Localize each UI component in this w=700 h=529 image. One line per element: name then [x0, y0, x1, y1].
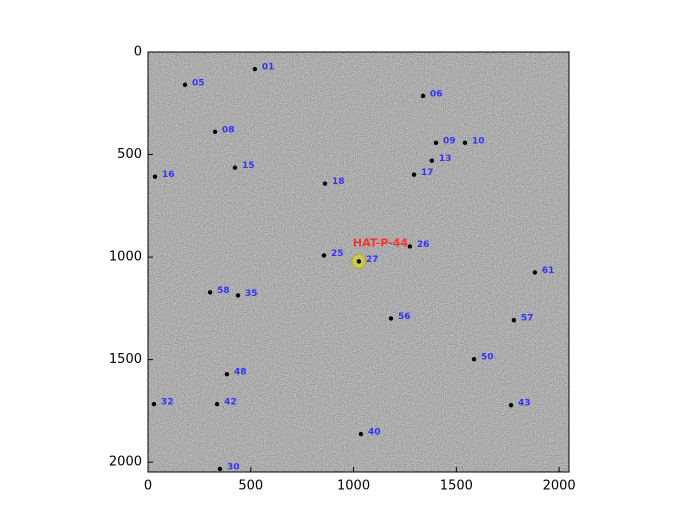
star: [411, 172, 417, 177]
star-label: 05: [192, 78, 205, 88]
y-tick-label: 1000: [109, 250, 142, 265]
star-label: 42: [224, 398, 237, 408]
star: [356, 259, 362, 264]
star-label: 18: [332, 177, 345, 187]
star-label: 57: [521, 314, 534, 324]
star-label: 25: [331, 249, 344, 259]
star-label: 06: [430, 89, 443, 99]
star-label: 10: [472, 136, 485, 146]
star-label: 61: [542, 266, 555, 276]
star: [508, 402, 514, 408]
highlight-label: HAT-P-44: [353, 236, 408, 249]
x-tick-label: 1500: [440, 479, 473, 494]
star-label: 01: [262, 63, 275, 73]
star-label: 40: [368, 428, 381, 438]
star: [235, 293, 241, 298]
star: [532, 270, 538, 275]
star-label: 26: [417, 240, 430, 250]
star: [471, 357, 477, 362]
y-tick-label: 2000: [109, 455, 142, 470]
star: [151, 401, 157, 407]
star-label: 35: [245, 289, 258, 299]
frame: [147, 51, 570, 473]
star-label: 08: [222, 125, 235, 135]
star-label: 17: [421, 168, 434, 178]
star: [214, 401, 220, 407]
star: [182, 82, 188, 88]
star: [212, 129, 218, 134]
star-label: 48: [234, 368, 247, 378]
star: [388, 316, 394, 321]
x-tick-label: 0: [144, 479, 152, 494]
x-tick-label: 500: [238, 479, 263, 494]
star: [433, 140, 439, 146]
x-tick-label: 2000: [543, 479, 576, 494]
star-label: 50: [481, 353, 494, 363]
star: [152, 174, 158, 179]
x-tick-label: 1000: [337, 479, 370, 494]
y-tick-label: 0: [134, 45, 142, 60]
star-label: 32: [161, 398, 174, 408]
star: [321, 253, 327, 258]
star: [420, 93, 426, 99]
star: [224, 371, 230, 377]
star-label: 16: [162, 170, 175, 180]
star-label: 13: [439, 154, 452, 164]
star-label: 43: [518, 399, 531, 409]
star: [462, 140, 468, 146]
star: [511, 318, 517, 323]
star-label: 27: [366, 255, 379, 265]
star: [252, 66, 258, 72]
star-label: 09: [443, 136, 456, 146]
star-label: 58: [217, 286, 230, 296]
star: [429, 158, 435, 163]
star-label: 56: [398, 312, 411, 322]
y-tick-label: 500: [117, 147, 142, 162]
star: [407, 244, 413, 249]
star: [217, 466, 223, 472]
star: [322, 181, 328, 186]
plot-area: [151, 66, 538, 472]
star: [358, 431, 364, 437]
star: [232, 165, 238, 170]
y-tick-label: 1500: [109, 352, 142, 367]
star-label: 15: [242, 161, 255, 171]
star-label: 30: [227, 462, 240, 472]
star: [207, 290, 213, 295]
